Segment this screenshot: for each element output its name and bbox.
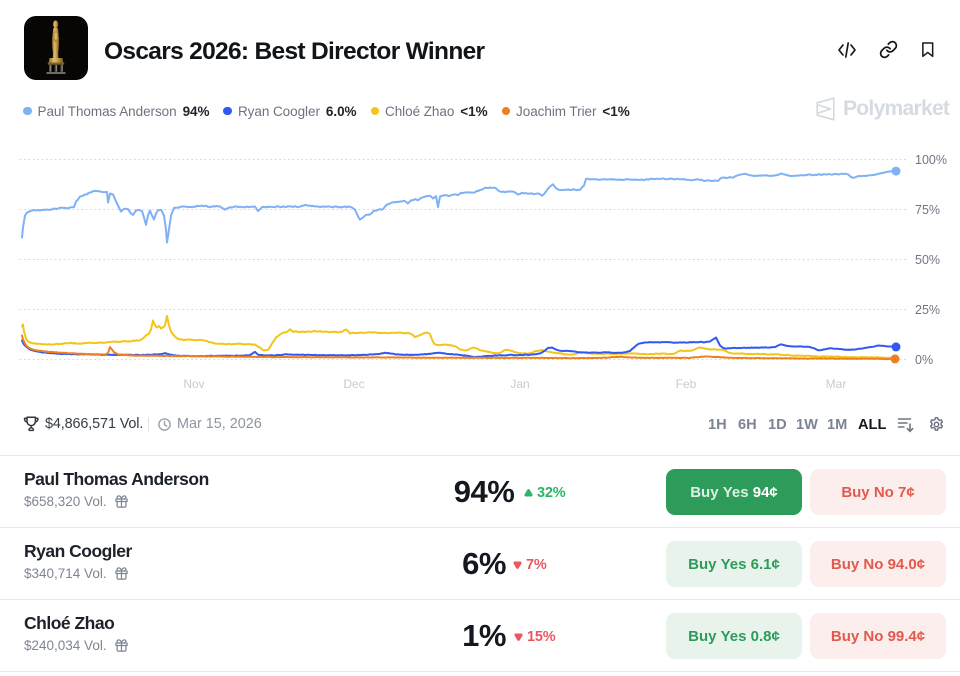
svg-text:Mar: Mar [826, 377, 847, 391]
svg-text:Jan: Jan [510, 377, 529, 391]
svg-text:75%: 75% [915, 203, 940, 217]
svg-text:Dec: Dec [343, 377, 364, 391]
svg-text:100%: 100% [915, 153, 947, 167]
svg-text:50%: 50% [915, 253, 940, 267]
svg-text:25%: 25% [915, 303, 940, 317]
svg-text:Nov: Nov [183, 377, 204, 391]
svg-text:Feb: Feb [676, 377, 697, 391]
svg-text:0%: 0% [915, 353, 933, 367]
